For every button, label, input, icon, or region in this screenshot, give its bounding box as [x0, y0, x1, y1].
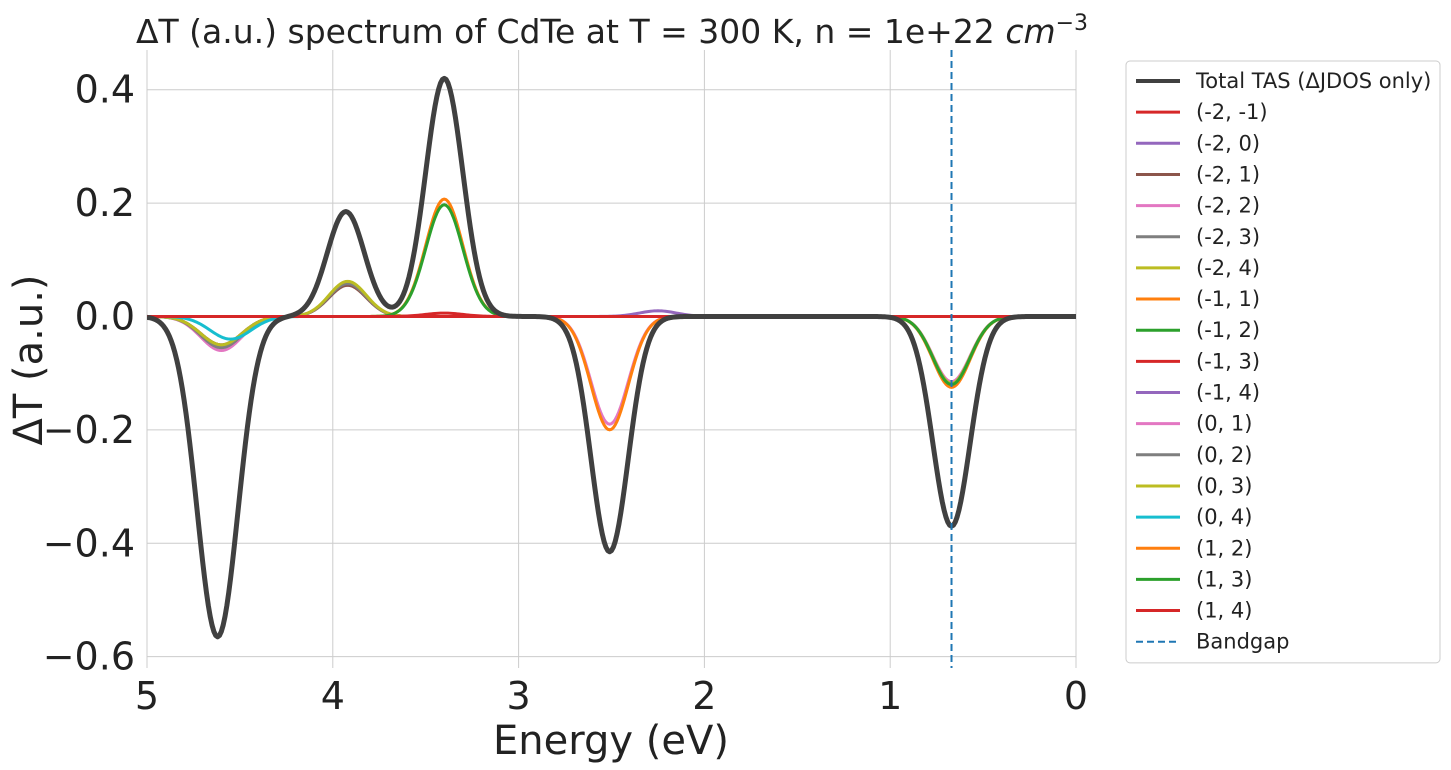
legend-entry: (-1, 2) — [1136, 318, 1260, 342]
legend-label: (1, 4) — [1196, 599, 1252, 623]
series-line-total-tas-jdos-only — [147, 75, 1076, 640]
legend-entry: (1, 3) — [1136, 567, 1252, 591]
legend: Total TAS (ΔJDOS only) (-2, -1) (-2, 0) (-2… — [1125, 60, 1441, 664]
legend-entry: (0, 4) — [1136, 505, 1252, 529]
legend-entry: (1, 4) — [1136, 599, 1252, 623]
legend-entry: Bandgap — [1136, 630, 1289, 654]
chart-title: ΔT (a.u.) spectrum of CdTe at T = 300 K,… — [136, 11, 1088, 51]
legend-label: (-2, 3) — [1196, 225, 1260, 249]
y-tick-label: −0.6 — [43, 635, 135, 679]
legend-entry: Total TAS (ΔJDOS only) — [1136, 69, 1431, 93]
legend-entry: (-2, -1) — [1136, 100, 1268, 124]
x-tick-label: 3 — [507, 674, 531, 718]
y-tick-label: 0.0 — [75, 294, 135, 338]
legend-entry: (-2, 1) — [1136, 162, 1260, 186]
x-tick-label: 5 — [135, 674, 159, 718]
legend-label: Total TAS (ΔJDOS only) — [1195, 69, 1431, 93]
legend-label: (-2, 2) — [1196, 194, 1260, 218]
x-axis-label: Energy (eV) — [493, 718, 729, 764]
legend-label: (-1, 1) — [1196, 287, 1260, 311]
legend-entry: (-2, 4) — [1136, 256, 1260, 280]
legend-label: (0, 4) — [1196, 505, 1252, 529]
series-group — [147, 75, 1076, 640]
legend-box — [1125, 60, 1441, 664]
legend-entry: (-1, 3) — [1136, 349, 1260, 373]
legend-entry: (-2, 3) — [1136, 225, 1260, 249]
legend-entry: (1, 2) — [1136, 536, 1252, 560]
y-tick-label: −0.4 — [43, 521, 135, 565]
x-tick-label: 2 — [692, 674, 716, 718]
legend-entry: (-2, 0) — [1136, 131, 1260, 155]
plot-background — [147, 50, 1076, 668]
x-axis-ticks: 5 4 3 2 1 0 — [135, 674, 1088, 718]
legend-entry: (-1, 4) — [1136, 381, 1260, 405]
grid-lines — [146, 50, 1077, 668]
legend-label: (1, 3) — [1196, 567, 1252, 591]
y-axis-label: ΔT (a.u.) — [6, 274, 52, 445]
legend-label: (-2, 0) — [1196, 131, 1260, 155]
legend-label: (1, 2) — [1196, 536, 1252, 560]
legend-entry: (-1, 1) — [1136, 287, 1260, 311]
y-tick-label: −0.2 — [43, 408, 135, 452]
x-tick-label: 1 — [878, 674, 902, 718]
legend-label: (-1, 2) — [1196, 318, 1260, 342]
legend-entry: (-2, 2) — [1136, 194, 1260, 218]
legend-entry: (0, 3) — [1136, 474, 1252, 498]
legend-label: (0, 2) — [1196, 443, 1252, 467]
legend-label: (-1, 4) — [1196, 381, 1260, 405]
y-tick-label: 0.2 — [75, 181, 135, 225]
legend-label: (0, 3) — [1196, 474, 1252, 498]
legend-label: Bandgap — [1196, 630, 1289, 654]
x-tick-label: 0 — [1064, 674, 1088, 718]
x-tick-label: 4 — [321, 674, 345, 718]
plot-area — [147, 50, 1076, 668]
legend-label: (-2, 1) — [1196, 162, 1260, 186]
legend-label: (-1, 3) — [1196, 349, 1260, 373]
legend-entry: (0, 2) — [1136, 443, 1252, 467]
legend-label: (0, 1) — [1196, 412, 1252, 436]
legend-label: (-2, 4) — [1196, 256, 1260, 280]
legend-label: (-2, -1) — [1196, 100, 1268, 124]
y-axis-ticks: 0.4 0.2 0.0 −0.2 −0.4 −0.6 — [43, 68, 135, 679]
y-tick-label: 0.4 — [75, 68, 135, 112]
legend-entry: (0, 1) — [1136, 412, 1252, 436]
